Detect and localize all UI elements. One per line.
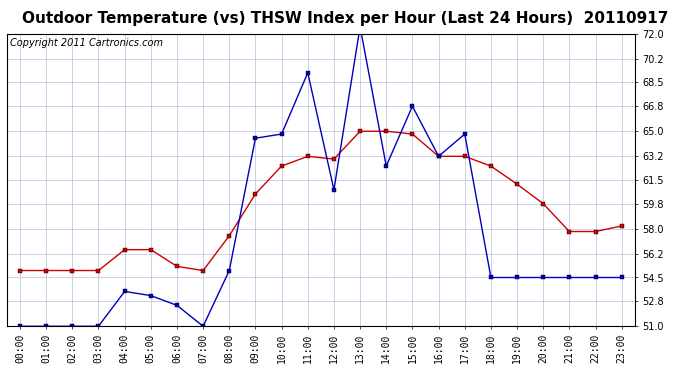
Text: Outdoor Temperature (vs) THSW Index per Hour (Last 24 Hours)  20110917: Outdoor Temperature (vs) THSW Index per … <box>22 11 668 26</box>
Text: Copyright 2011 Cartronics.com: Copyright 2011 Cartronics.com <box>10 38 163 48</box>
